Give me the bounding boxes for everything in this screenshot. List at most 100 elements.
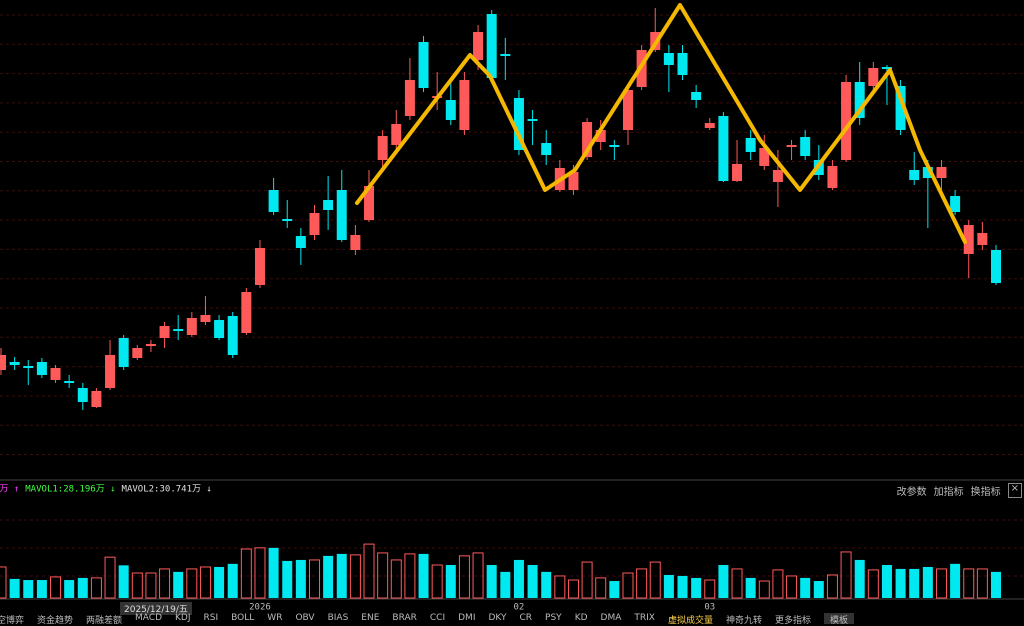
volume-bar: [104, 556, 116, 599]
indicator-tab[interactable]: KD: [574, 613, 588, 623]
indicator-tab[interactable]: DMA: [600, 613, 622, 623]
indicator-tab[interactable]: DMI: [458, 613, 476, 623]
volume-bar: [145, 572, 157, 599]
volume-bar: [9, 578, 20, 598]
panel-button[interactable]: 改参数: [896, 487, 927, 498]
candle-body: [404, 80, 415, 116]
indicator-tab[interactable]: BRAR: [392, 613, 417, 623]
candle-body: [486, 14, 497, 78]
volume-bar: [786, 575, 798, 599]
candle-body: [295, 236, 306, 248]
volume-bar: [541, 571, 552, 598]
volume-bar: [418, 553, 429, 598]
volume-bar: [308, 559, 320, 599]
x-tick-label: 03: [704, 603, 715, 613]
volume-bar: [867, 569, 879, 599]
panel-button[interactable]: ×: [1007, 483, 1022, 498]
candle-body: [186, 318, 197, 335]
panel-button[interactable]: 加指标: [933, 487, 964, 498]
volume-bar: [431, 564, 443, 599]
volume-bar: [622, 572, 634, 599]
indicator-tab[interactable]: TRIX: [634, 613, 655, 623]
indicator-tab[interactable]: OBV: [295, 613, 315, 623]
volume-bar: [567, 579, 579, 599]
candle-body: [23, 366, 34, 368]
indicator-tab[interactable]: 更多指标: [775, 616, 812, 626]
indicator-tab[interactable]: ENE: [361, 613, 380, 623]
cursor-date: 2025/12/19/五: [120, 602, 192, 615]
indicator-tab[interactable]: 虚拟成交量: [667, 616, 713, 626]
volume-bar: [691, 577, 702, 598]
indicator-tab[interactable]: 神奇九转: [725, 616, 762, 626]
indicator-tab[interactable]: CCI: [429, 613, 446, 623]
volume-bar: [895, 568, 906, 598]
volume-bar: [227, 563, 238, 598]
volume-bar: [118, 565, 129, 598]
volume-bar: [840, 551, 852, 599]
indicator-tab[interactable]: KDJ: [175, 613, 191, 623]
volume-bar: [159, 568, 171, 599]
x-tick-label: 2026: [249, 603, 271, 613]
candle-body: [36, 362, 47, 375]
volume-bar: [77, 577, 88, 598]
indicator-tab[interactable]: MACD: [135, 613, 163, 623]
indicator-tab[interactable]: RSI: [203, 613, 219, 623]
volume-bar: [445, 565, 456, 598]
volume-bar: [36, 580, 47, 598]
volume-bar: [214, 566, 225, 598]
volume-bar: [731, 568, 743, 599]
volume-bar: [64, 580, 75, 598]
volume-bar: [486, 565, 497, 598]
indicator-tab[interactable]: BIAS: [327, 613, 349, 623]
candle-body: [200, 315, 211, 322]
indicator-tab[interactable]: BOLL: [231, 613, 255, 623]
panel-button[interactable]: 换指标: [970, 487, 1001, 498]
candle-body: [513, 98, 524, 150]
volume-bar: [649, 561, 661, 599]
panel-buttons: 改参数 加指标 换指标 ×: [897, 483, 1022, 498]
candle-body: [745, 138, 756, 152]
volume-bar: [554, 575, 566, 599]
hand-drawn-trend: [355, 3, 967, 244]
candle-body: [445, 100, 456, 120]
indicator-tab[interactable]: 两融差额: [86, 616, 123, 626]
candle-body: [827, 166, 838, 188]
candle-body: [377, 136, 388, 160]
volume-bar: [595, 577, 607, 599]
candle-body: [9, 362, 20, 365]
candle-body: [868, 68, 879, 86]
volume-bar: [609, 581, 620, 598]
indicator-tab[interactable]: PSY: [545, 613, 562, 623]
indicator-tab[interactable]: 多空博弈: [0, 616, 25, 626]
candle-body: [418, 42, 429, 88]
volume-bar: [909, 568, 920, 598]
volume-bar: [323, 555, 334, 598]
volume-bar: [663, 574, 674, 598]
indicator-tab[interactable]: DKY: [488, 613, 507, 623]
volume-bar: [268, 547, 279, 598]
indicator-tab[interactable]: WR: [267, 613, 283, 623]
candle-body: [323, 200, 334, 210]
candle-body: [841, 82, 852, 160]
volume-bar: [363, 543, 375, 599]
candle-body: [786, 145, 797, 147]
candle-body: [704, 123, 715, 128]
candle-body: [64, 381, 75, 383]
volume-bar: [976, 568, 988, 599]
indicator-tab[interactable]: 模板: [824, 613, 855, 626]
candle-body: [50, 368, 61, 380]
indicator-tab[interactable]: CR: [519, 613, 533, 623]
candle-body: [227, 316, 238, 355]
volume-bar: [881, 565, 892, 598]
candle-body: [282, 219, 293, 221]
volume-bar: [935, 568, 947, 599]
volume-bar: [718, 565, 729, 598]
candle-body: [364, 186, 375, 220]
candle-body: [732, 164, 743, 181]
indicator-tab[interactable]: 资金趋势: [37, 616, 74, 626]
candle-body: [595, 130, 606, 142]
candle-body: [77, 388, 88, 402]
volume-bar: [800, 577, 811, 598]
volume-bar: [513, 559, 524, 598]
